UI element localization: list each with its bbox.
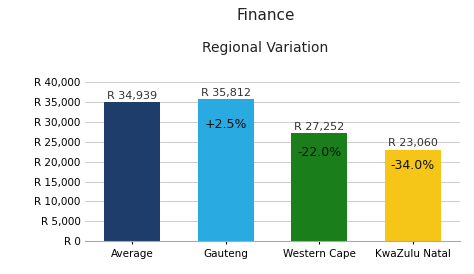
Bar [104,102,160,241]
Text: R 23,060: R 23,060 [388,138,438,148]
Text: Regional Variation: Regional Variation [202,41,328,55]
Text: R 35,812: R 35,812 [201,88,251,98]
Text: -22.0%: -22.0% [297,146,341,159]
Bar [198,99,254,241]
Text: R 34,939: R 34,939 [107,91,157,101]
Text: +2.5%: +2.5% [204,118,247,131]
Bar [291,133,347,241]
Text: Finance: Finance [236,8,295,23]
Bar [385,150,441,241]
Text: R 27,252: R 27,252 [294,122,345,132]
Text: -34.0%: -34.0% [391,159,435,173]
